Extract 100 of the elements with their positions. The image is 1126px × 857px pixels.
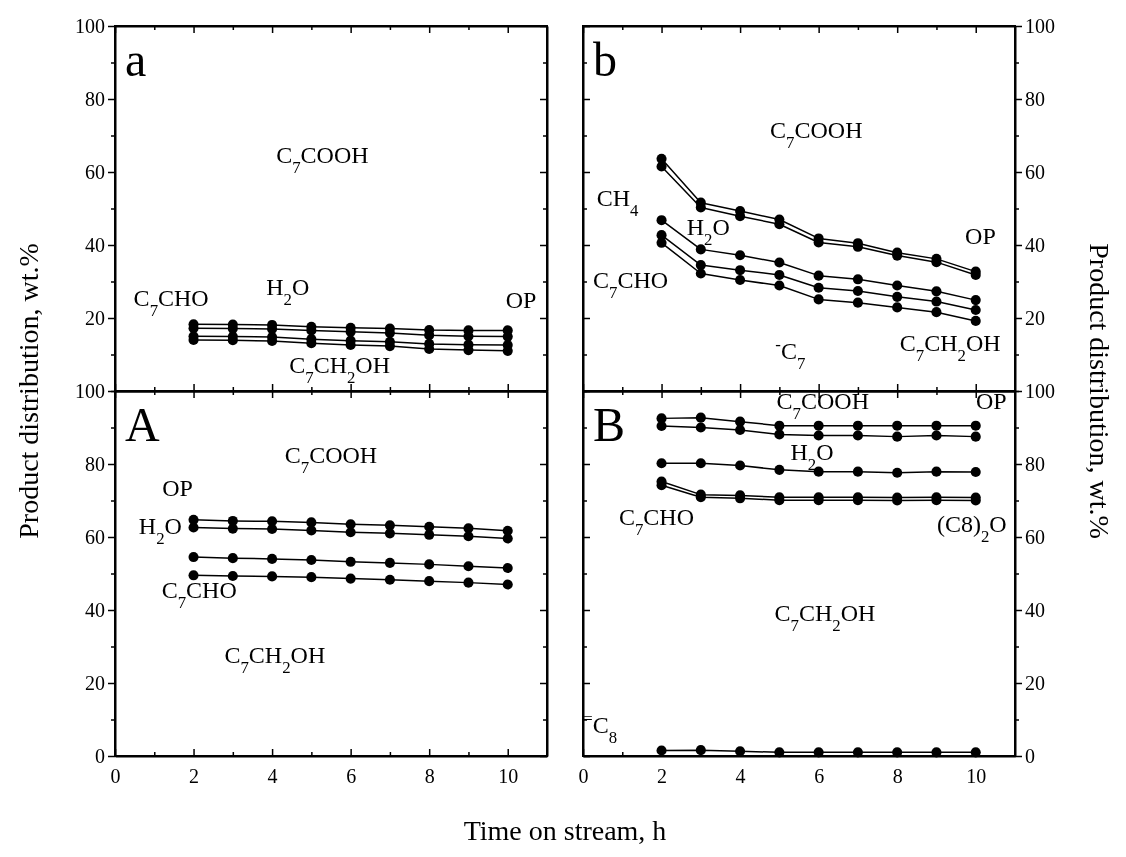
point [852, 747, 863, 758]
point [345, 556, 356, 567]
annotation: C$_{7}$CH$_{2}$OH [224, 642, 326, 677]
y-tick-label: 100 [1025, 14, 1055, 37]
point [892, 747, 903, 758]
point [695, 244, 706, 255]
point [267, 553, 278, 564]
point [188, 570, 199, 581]
annotation: C$_{7}$COOH [284, 442, 378, 477]
point [695, 268, 706, 279]
y-tick-label: 40 [1025, 598, 1045, 621]
annotation: H$_{2}$O [686, 214, 730, 249]
point [931, 466, 942, 477]
annotation: OP [965, 222, 996, 249]
point [970, 295, 981, 306]
point [735, 265, 746, 276]
annotation: C$_{7}$CHO [133, 285, 209, 320]
point [892, 291, 903, 302]
point [852, 297, 863, 308]
y-tick-label: 100 [75, 379, 105, 402]
point [345, 527, 356, 538]
point [970, 431, 981, 442]
point [970, 747, 981, 758]
point [695, 412, 706, 423]
y-tick-label: 80 [85, 87, 105, 110]
point [463, 577, 474, 588]
annotation: $^{-}$C$_{7}$ [775, 334, 806, 373]
y-tick-label: 100 [1025, 379, 1055, 402]
point [502, 562, 513, 574]
point [892, 302, 903, 313]
y-tick-label: 100 [75, 14, 105, 37]
annotation: (C8)$_{2}$O [936, 510, 1007, 546]
y-tick-label: 60 [1025, 160, 1045, 183]
point [813, 430, 824, 441]
point [892, 420, 903, 431]
point [931, 286, 942, 297]
y-tick-label: 80 [85, 452, 105, 475]
point [656, 421, 667, 432]
point [656, 458, 667, 469]
point [852, 285, 863, 297]
point [774, 429, 785, 440]
annotation: C$_{7}$CH$_{2}$OH [289, 352, 391, 387]
x-tick-label: 8 [892, 765, 903, 787]
annotation: C$_{7}$CHO [592, 267, 669, 302]
annotation: H$_{2}$O [138, 513, 182, 548]
point [813, 420, 824, 431]
point [852, 466, 863, 477]
y-axis-title: Product distribution, wt.% [13, 243, 44, 539]
point [813, 294, 824, 305]
x-tick-label: 0 [110, 765, 121, 787]
x-tick-label: 4 [735, 765, 746, 787]
annotation: CH$_{4}$ [596, 185, 640, 220]
x-tick-label: 2 [189, 765, 200, 787]
point [774, 280, 785, 291]
point [424, 559, 435, 570]
annotation: H$_{2}$O [266, 274, 310, 309]
point [227, 571, 238, 582]
y-tick-label: 0 [1025, 744, 1035, 767]
point [384, 528, 395, 539]
point [188, 552, 199, 563]
point [735, 250, 746, 261]
point [345, 573, 356, 584]
point [695, 260, 706, 271]
point [970, 466, 981, 478]
point [931, 296, 942, 307]
point [735, 425, 746, 436]
point [695, 458, 706, 469]
point [892, 280, 903, 291]
annotation: OP [505, 287, 537, 314]
annotation: C$_{7}$COOH [770, 117, 863, 152]
point [384, 557, 395, 568]
point [306, 525, 317, 536]
point [735, 275, 746, 286]
point [227, 553, 238, 564]
x-tick-label: 4 [267, 765, 278, 787]
point [774, 464, 785, 475]
point [813, 747, 824, 758]
y-tick-label: 20 [1025, 306, 1045, 329]
point [970, 420, 981, 431]
y-tick-label: 60 [85, 525, 105, 548]
y-tick-label: 40 [1025, 233, 1045, 256]
y-tick-label: 40 [85, 598, 105, 621]
point [384, 574, 395, 585]
point [931, 420, 942, 431]
x-tick-label: 6 [346, 765, 357, 787]
point [267, 571, 278, 582]
x-tick-label: 10 [498, 765, 519, 787]
point [424, 576, 435, 587]
point [774, 747, 785, 758]
annotation: H$_{2}$O [790, 439, 834, 474]
x-tick-label: 10 [966, 765, 987, 787]
point [463, 561, 474, 572]
point [502, 579, 513, 590]
y-tick-label: 80 [1025, 452, 1045, 475]
y-tick-label: 20 [85, 671, 105, 694]
point [656, 745, 667, 756]
annotation: C$_{7}$COOH [776, 387, 869, 423]
point [774, 257, 785, 268]
point [813, 270, 824, 281]
annotation: C$_{7}$CH$_{2}$OH [774, 600, 876, 635]
